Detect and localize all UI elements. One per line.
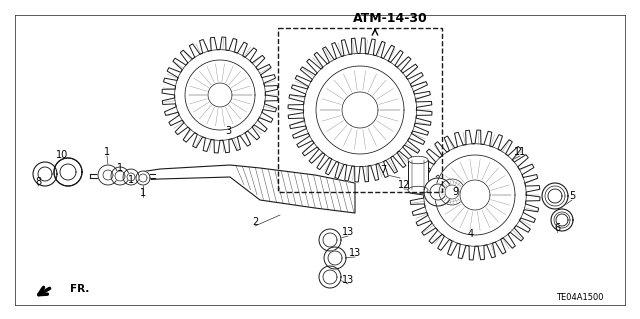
Text: TE04A1500: TE04A1500: [556, 293, 604, 302]
Polygon shape: [115, 171, 125, 181]
Polygon shape: [548, 189, 562, 203]
Polygon shape: [319, 229, 341, 251]
Polygon shape: [123, 169, 139, 185]
Text: 10: 10: [56, 150, 68, 160]
Polygon shape: [111, 167, 129, 185]
Polygon shape: [424, 178, 452, 206]
Polygon shape: [316, 66, 404, 154]
Polygon shape: [140, 165, 355, 213]
Polygon shape: [445, 185, 459, 199]
Text: 13: 13: [342, 275, 354, 285]
Polygon shape: [33, 162, 57, 186]
Polygon shape: [185, 60, 255, 130]
Text: FR.: FR.: [70, 284, 90, 294]
Text: 9: 9: [452, 187, 458, 197]
Polygon shape: [430, 184, 446, 200]
Polygon shape: [288, 38, 432, 182]
Polygon shape: [127, 173, 135, 181]
Text: 1: 1: [104, 147, 110, 157]
Polygon shape: [323, 233, 337, 247]
Text: ATM-14-30: ATM-14-30: [353, 11, 428, 25]
Polygon shape: [410, 130, 540, 260]
Polygon shape: [328, 251, 342, 265]
Text: 3: 3: [225, 126, 231, 136]
Text: 1: 1: [128, 175, 134, 185]
Polygon shape: [60, 164, 76, 180]
Polygon shape: [98, 165, 118, 185]
Polygon shape: [551, 209, 573, 231]
Bar: [408, 160, 428, 190]
Text: 11: 11: [514, 147, 526, 157]
Polygon shape: [38, 167, 52, 181]
Text: 13: 13: [349, 248, 361, 258]
Polygon shape: [103, 170, 113, 180]
Polygon shape: [460, 180, 490, 210]
Text: 1: 1: [140, 188, 146, 198]
Polygon shape: [162, 37, 278, 153]
Ellipse shape: [408, 156, 428, 164]
Polygon shape: [342, 92, 378, 128]
Text: 4: 4: [468, 229, 474, 239]
Polygon shape: [139, 174, 147, 182]
Text: 2: 2: [252, 217, 258, 227]
Polygon shape: [435, 155, 515, 235]
Polygon shape: [324, 247, 346, 269]
Text: 1: 1: [117, 163, 123, 173]
Ellipse shape: [408, 186, 428, 194]
Polygon shape: [319, 266, 341, 288]
Polygon shape: [54, 158, 82, 186]
Polygon shape: [430, 170, 474, 214]
Text: 7: 7: [380, 165, 386, 175]
Text: 12: 12: [398, 180, 410, 190]
Polygon shape: [556, 214, 568, 226]
Text: 13: 13: [342, 227, 354, 237]
Polygon shape: [136, 171, 150, 185]
Text: 5: 5: [569, 191, 575, 201]
Polygon shape: [439, 179, 465, 205]
Text: 6: 6: [554, 223, 560, 233]
Polygon shape: [542, 183, 568, 209]
Text: 8: 8: [35, 177, 41, 187]
Polygon shape: [208, 83, 232, 107]
Polygon shape: [323, 270, 337, 284]
